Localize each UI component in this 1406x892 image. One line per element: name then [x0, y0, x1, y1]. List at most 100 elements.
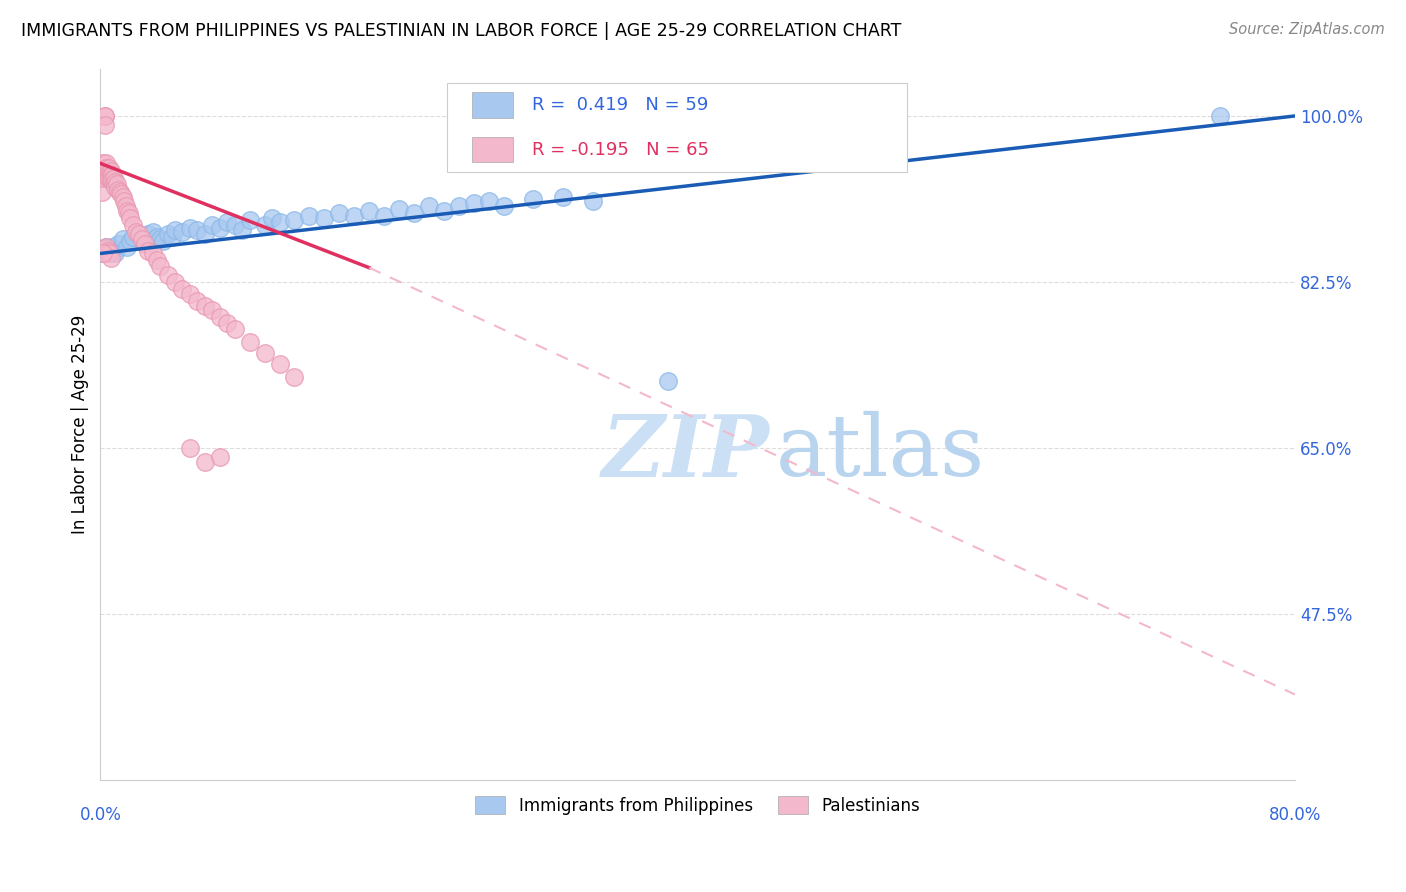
Point	[1209, 109, 1232, 123]
Point	[96, 240, 118, 254]
Legend: Immigrants from Philippines, Palestinians: Immigrants from Philippines, Palestinian…	[468, 789, 927, 822]
Point	[402, 205, 425, 219]
Point	[111, 189, 134, 203]
Point	[373, 209, 395, 223]
Point	[111, 232, 134, 246]
Point	[100, 164, 122, 178]
Point	[90, 185, 112, 199]
Point	[98, 161, 121, 175]
Point	[179, 287, 201, 301]
Point	[97, 244, 120, 259]
Point	[101, 168, 124, 182]
Point	[122, 230, 145, 244]
Point	[120, 234, 142, 248]
Point	[253, 346, 276, 360]
Point	[283, 213, 305, 227]
Point	[359, 203, 381, 218]
Text: atlas: atlas	[775, 411, 984, 494]
Point	[105, 178, 128, 192]
Point	[194, 455, 217, 469]
Point	[283, 369, 305, 384]
Point	[328, 205, 350, 219]
Point	[90, 246, 112, 260]
Point	[101, 240, 124, 254]
Point	[224, 322, 246, 336]
Text: ZIP: ZIP	[602, 411, 770, 494]
Point	[582, 194, 605, 209]
Point	[94, 244, 117, 258]
Point	[115, 240, 138, 254]
Point	[142, 246, 165, 260]
Point	[186, 293, 208, 308]
Point	[146, 253, 169, 268]
Point	[239, 213, 262, 227]
Point	[100, 251, 122, 265]
Y-axis label: In Labor Force | Age 25-29: In Labor Force | Age 25-29	[72, 315, 89, 533]
FancyBboxPatch shape	[472, 92, 513, 118]
Point	[657, 375, 679, 389]
Text: Source: ZipAtlas.com: Source: ZipAtlas.com	[1229, 22, 1385, 37]
Point	[98, 166, 121, 180]
Point	[156, 227, 179, 242]
Point	[136, 227, 159, 242]
Text: 0.0%: 0.0%	[79, 806, 121, 824]
Point	[179, 220, 201, 235]
Point	[96, 240, 118, 254]
Point	[94, 242, 117, 256]
Point	[253, 218, 276, 232]
Point	[114, 199, 136, 213]
Point	[104, 180, 127, 194]
Point	[97, 170, 120, 185]
Point	[179, 441, 201, 455]
Point	[91, 156, 114, 170]
Point	[97, 166, 120, 180]
Point	[122, 218, 145, 232]
Point	[433, 203, 456, 218]
Point	[231, 223, 253, 237]
Point	[172, 281, 194, 295]
Point	[91, 246, 114, 260]
Point	[115, 203, 138, 218]
Point	[134, 237, 156, 252]
Point	[201, 303, 224, 318]
FancyBboxPatch shape	[447, 83, 907, 171]
Point	[125, 225, 148, 239]
Point	[224, 218, 246, 232]
Point	[108, 185, 131, 199]
Point	[103, 170, 125, 185]
Point	[94, 109, 117, 123]
Point	[98, 170, 121, 185]
Point	[208, 450, 231, 465]
Point	[156, 268, 179, 283]
Point	[172, 225, 194, 239]
Point	[314, 211, 336, 226]
Text: R =  0.419   N = 59: R = 0.419 N = 59	[531, 95, 709, 114]
Point	[96, 161, 118, 175]
Point	[100, 168, 122, 182]
Point	[194, 227, 217, 242]
Point	[101, 173, 124, 187]
Point	[94, 119, 117, 133]
Point	[463, 196, 485, 211]
Point	[194, 299, 217, 313]
Point	[217, 316, 239, 330]
Point	[110, 186, 132, 201]
Point	[97, 244, 120, 258]
Point	[208, 220, 231, 235]
Point	[142, 225, 165, 239]
Point	[127, 227, 149, 242]
Point	[163, 275, 186, 289]
Point	[104, 245, 127, 260]
Point	[103, 244, 125, 258]
Point	[149, 259, 172, 273]
Point	[100, 246, 122, 260]
Point	[492, 199, 515, 213]
Point	[98, 242, 121, 256]
Point	[343, 209, 366, 223]
Point	[94, 109, 117, 123]
Point	[478, 194, 501, 209]
Point	[103, 178, 125, 192]
Point	[262, 211, 284, 226]
Text: IMMIGRANTS FROM PHILIPPINES VS PALESTINIAN IN LABOR FORCE | AGE 25-29 CORRELATIO: IMMIGRANTS FROM PHILIPPINES VS PALESTINI…	[21, 22, 901, 40]
Point	[128, 227, 150, 242]
